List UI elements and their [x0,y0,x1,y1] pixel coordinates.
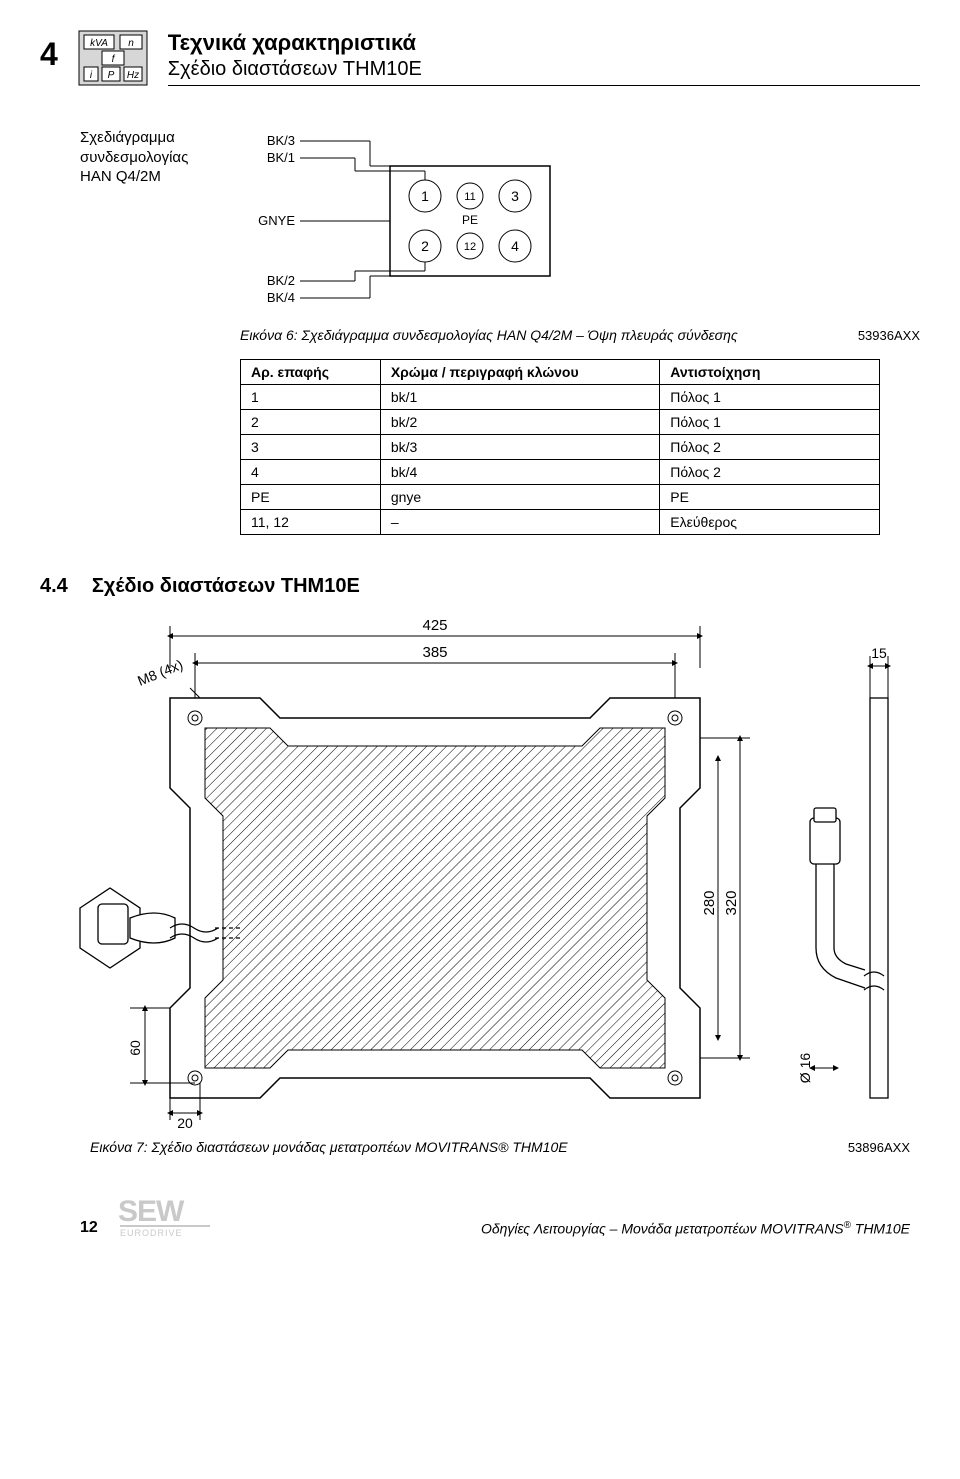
col-contact: Αρ. επαφής [241,360,381,385]
doc-subtitle: Σχέδιο διαστάσεων THM10E [168,58,920,86]
svg-text:M8 (4x): M8 (4x) [135,656,185,689]
doc-title: Τεχνικά χαρακτηριστικά [168,30,920,56]
col-assignment: Αντιστοίχηση [660,360,880,385]
svg-text:BK/3: BK/3 [267,133,295,148]
table-row: 11, 12–Ελεύθερος [241,510,880,535]
subsection-heading: 4.4 Σχέδιο διαστάσεων THM10E [40,575,920,598]
svg-text:1: 1 [421,188,429,204]
table-row: 3bk/3Πόλος 2 [241,435,880,460]
subsection-number: 4.4 [40,575,68,598]
table-row: PEgnyePE [241,485,880,510]
table-header-row: Αρ. επαφής Χρώμα / περιγραφή κλώνου Αντι… [241,360,880,385]
svg-text:BK/2: BK/2 [267,273,295,288]
svg-text:Ø 16: Ø 16 [797,1053,813,1084]
page-footer: 12 SEW EURODRIVE Οδηγίες Λειτουργίας – Μ… [40,1195,920,1237]
table-row: 4bk/4Πόλος 2 [241,460,880,485]
sew-logo: SEW EURODRIVE [118,1195,238,1237]
page-number: 12 [80,1219,98,1237]
footer-caption: Οδηγίες Λειτουργίας – Μονάδα μετατροπέων… [481,1220,910,1237]
svg-text:kVA: kVA [90,38,108,49]
svg-text:GNYE: GNYE [258,213,295,228]
dimension-drawing: 425 385 M8 (4x) 320 [40,608,920,1128]
header-spec-icon: kVA n f i P Hz [78,30,148,86]
svg-text:Hz: Hz [127,70,139,81]
figure6-id: 53936AXX [858,328,920,343]
svg-text:SEW: SEW [118,1195,185,1228]
pin-assignment-table: Αρ. επαφής Χρώμα / περιγραφή κλώνου Αντι… [240,359,880,535]
wiring-heading: Σχεδιάγραμμα συνδεσμολογίας HAN Q4/2M [80,126,240,187]
svg-text:PE: PE [462,213,478,227]
svg-text:20: 20 [177,1115,193,1128]
figure7-caption: Εικόνα 7: Σχέδιο διαστάσεων μονάδας μετα… [90,1139,568,1155]
figure6-caption: Εικόνα 6: Σχεδιάγραμμα συνδεσμολογίας HA… [240,327,738,343]
svg-text:320: 320 [723,890,740,915]
svg-text:280: 280 [701,890,718,915]
col-color: Χρώμα / περιγραφή κλώνου [380,360,659,385]
page-header: 4 kVA n f i P Hz Τεχνικά χαρακτηριστικά [40,30,920,86]
subsection-title: Σχέδιο διαστάσεων THM10E [92,575,360,598]
svg-text:n: n [128,38,134,49]
table-row: 2bk/2Πόλος 1 [241,410,880,435]
figure7-id: 53896AXX [848,1140,910,1155]
svg-text:12: 12 [464,241,476,253]
svg-text:425: 425 [422,617,447,634]
svg-text:BK/4: BK/4 [267,290,295,305]
section-number: 4 [40,38,58,70]
svg-text:EURODRIVE: EURODRIVE [120,1228,183,1237]
svg-text:P: P [107,70,114,81]
svg-text:BK/1: BK/1 [267,150,295,165]
svg-text:385: 385 [422,644,447,661]
table-row: 1bk/1Πόλος 1 [241,385,880,410]
svg-text:3: 3 [511,188,519,204]
svg-text:4: 4 [511,238,519,254]
svg-text:11: 11 [464,191,475,203]
svg-text:60: 60 [127,1040,143,1056]
svg-text:2: 2 [421,238,429,254]
svg-text:15: 15 [871,645,887,661]
wiring-diagram: 1 11 3 PE 2 12 4 [240,126,600,316]
